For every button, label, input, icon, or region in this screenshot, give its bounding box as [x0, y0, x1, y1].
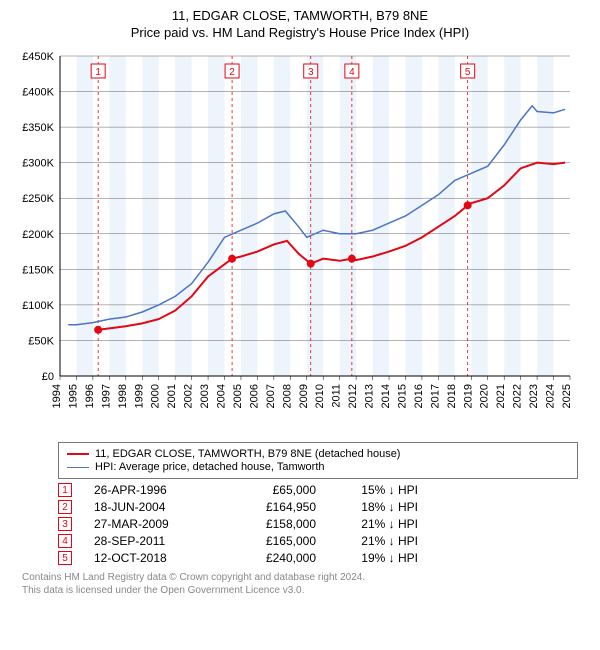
event-marker: 3	[58, 517, 72, 531]
svg-text:2020: 2020	[479, 384, 491, 408]
event-marker: 2	[58, 500, 72, 514]
svg-text:£50K: £50K	[28, 335, 54, 347]
svg-text:2011: 2011	[331, 384, 343, 408]
svg-text:2005: 2005	[232, 384, 244, 408]
svg-text:3: 3	[308, 67, 314, 78]
event-price: £165,000	[226, 534, 316, 548]
svg-text:1999: 1999	[133, 384, 145, 408]
svg-text:2008: 2008	[281, 384, 293, 408]
svg-text:1997: 1997	[100, 384, 112, 408]
event-date: 26-APR-1996	[94, 483, 204, 497]
event-price: £65,000	[226, 483, 316, 497]
event-diff: 19% ↓ HPI	[338, 551, 418, 565]
svg-text:1994: 1994	[51, 384, 63, 408]
svg-text:£0: £0	[42, 371, 54, 383]
svg-text:£200K: £200K	[22, 229, 54, 241]
legend-swatch-red	[67, 453, 89, 455]
svg-text:2024: 2024	[545, 384, 557, 408]
svg-text:2015: 2015	[396, 384, 408, 408]
svg-text:2018: 2018	[446, 384, 458, 408]
chart-title: 11, EDGAR CLOSE, TAMWORTH, B79 8NE	[0, 8, 600, 23]
svg-text:£350K: £350K	[22, 122, 54, 134]
event-marker: 1	[58, 483, 72, 497]
event-price: £158,000	[226, 517, 316, 531]
event-marker: 5	[58, 551, 72, 565]
svg-text:2009: 2009	[298, 384, 310, 408]
footer-line1: Contains HM Land Registry data © Crown c…	[22, 571, 578, 584]
svg-text:2: 2	[229, 67, 235, 78]
event-date: 28-SEP-2011	[94, 534, 204, 548]
event-diff: 15% ↓ HPI	[338, 483, 418, 497]
event-row: 4 28-SEP-2011 £165,000 21% ↓ HPI	[58, 534, 578, 548]
svg-text:2007: 2007	[265, 384, 277, 408]
svg-text:5: 5	[465, 67, 471, 78]
event-row: 2 18-JUN-2004 £164,950 18% ↓ HPI	[58, 500, 578, 514]
legend-swatch-blue	[67, 467, 89, 468]
event-diff: 21% ↓ HPI	[338, 517, 418, 531]
footer-line2: This data is licensed under the Open Gov…	[22, 584, 578, 597]
svg-text:2013: 2013	[364, 384, 376, 408]
event-row: 1 26-APR-1996 £65,000 15% ↓ HPI	[58, 483, 578, 497]
svg-text:1998: 1998	[117, 384, 129, 408]
footer-note: Contains HM Land Registry data © Crown c…	[22, 571, 578, 597]
svg-text:2021: 2021	[495, 384, 507, 408]
svg-text:1996: 1996	[84, 384, 96, 408]
svg-text:2003: 2003	[199, 384, 211, 408]
svg-text:2004: 2004	[216, 384, 228, 408]
svg-text:£100K: £100K	[22, 300, 54, 312]
event-price: £240,000	[226, 551, 316, 565]
event-diff: 18% ↓ HPI	[338, 500, 418, 514]
svg-text:1: 1	[95, 67, 101, 78]
svg-text:£450K: £450K	[22, 51, 54, 63]
price-chart: £0 £50K £100K £150K £200K £250K £300K £350K £400…	[14, 46, 586, 436]
legend-label-blue: HPI: Average price, detached house, Tamw…	[95, 461, 325, 473]
svg-text:2023: 2023	[528, 384, 540, 408]
event-date: 12-OCT-2018	[94, 551, 204, 565]
svg-text:2010: 2010	[314, 384, 326, 408]
svg-text:2025: 2025	[561, 384, 573, 408]
svg-text:1995: 1995	[67, 384, 79, 408]
svg-text:2006: 2006	[248, 384, 260, 408]
chart-subtitle: Price paid vs. HM Land Registry's House …	[0, 25, 600, 40]
svg-text:2001: 2001	[166, 384, 178, 408]
legend: 11, EDGAR CLOSE, TAMWORTH, B79 8NE (deta…	[58, 442, 578, 479]
event-row: 5 12-OCT-2018 £240,000 19% ↓ HPI	[58, 551, 578, 565]
svg-text:2017: 2017	[429, 384, 441, 408]
svg-text:2002: 2002	[183, 384, 195, 408]
legend-item-red: 11, EDGAR CLOSE, TAMWORTH, B79 8NE (deta…	[67, 448, 569, 460]
svg-text:£150K: £150K	[22, 264, 54, 276]
svg-text:£300K: £300K	[22, 158, 54, 170]
svg-text:2022: 2022	[512, 384, 524, 408]
svg-text:2000: 2000	[150, 384, 162, 408]
event-date: 18-JUN-2004	[94, 500, 204, 514]
svg-text:2012: 2012	[347, 384, 359, 408]
legend-label-red: 11, EDGAR CLOSE, TAMWORTH, B79 8NE (deta…	[95, 448, 400, 460]
svg-text:2019: 2019	[462, 384, 474, 408]
svg-text:2014: 2014	[380, 384, 392, 408]
events-table: 1 26-APR-1996 £65,000 15% ↓ HPI 2 18-JUN-2004…	[58, 483, 578, 565]
legend-item-blue: HPI: Average price, detached house, Tamw…	[67, 461, 569, 473]
svg-text:2016: 2016	[413, 384, 425, 408]
event-price: £164,950	[226, 500, 316, 514]
svg-text:4: 4	[349, 67, 355, 78]
event-date: 27-MAR-2009	[94, 517, 204, 531]
event-diff: 21% ↓ HPI	[338, 534, 418, 548]
event-row: 3 27-MAR-2009 £158,000 21% ↓ HPI	[58, 517, 578, 531]
event-marker: 4	[58, 534, 72, 548]
svg-text:£250K: £250K	[22, 193, 54, 205]
svg-text:£400K: £400K	[22, 87, 54, 99]
